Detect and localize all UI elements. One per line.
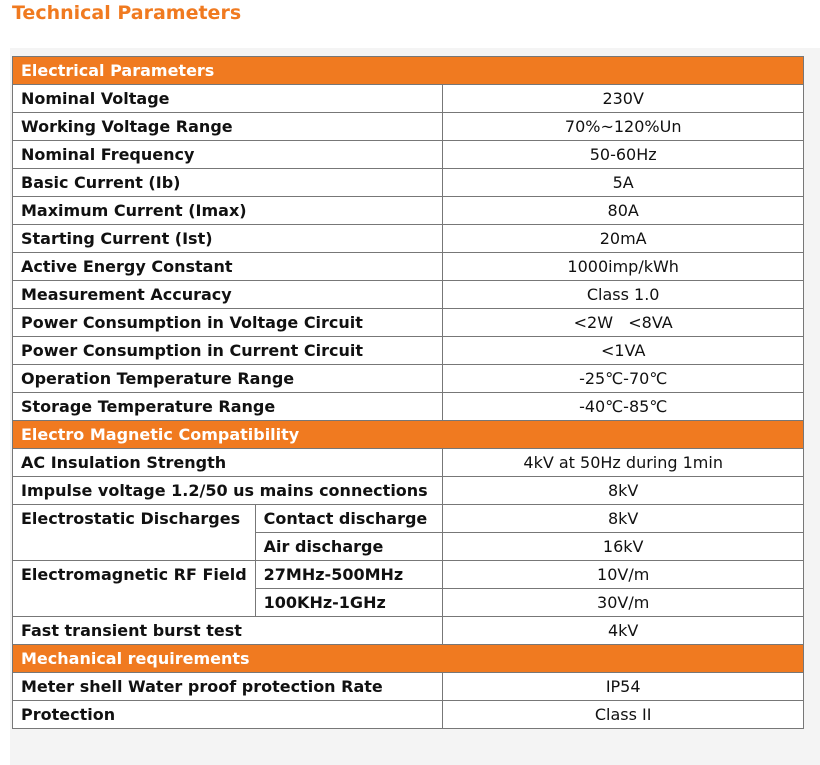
table-row: Starting Current (Ist) 20mA <box>11 224 804 253</box>
table-row: Electromagnetic RF Field 27MHz-500MHz 10V/… <box>12 560 804 617</box>
table-row: Electrical Parameters <box>12 56 804 85</box>
spec-table: Electrical Parameters Nominal Voltage 230V… <box>11 56 804 729</box>
table-row: AC Insulation Strength 4kV at 50Hz during… <box>11 448 804 477</box>
param-value: 50-60Hz <box>442 140 804 169</box>
param-label: Working Voltage Range <box>11 112 444 141</box>
param-value: Class 1.0 <box>442 280 804 309</box>
param-value: Class II <box>442 700 804 729</box>
param-value: 4kV <box>442 616 804 645</box>
section-header: Mechanical requirements <box>12 644 804 673</box>
table-row: Measurement Accuracy Class 1.0 <box>11 280 804 309</box>
param-label: Storage Temperature Range <box>11 392 444 421</box>
param-value: -25℃-70℃ <box>442 364 804 393</box>
param-value: 230V <box>442 84 804 113</box>
param-label: Starting Current (Ist) <box>11 224 444 253</box>
param-value: -40℃-85℃ <box>442 392 804 421</box>
table-row: Air discharge 16kV <box>13 532 804 561</box>
param-label: Fast transient burst test <box>11 616 444 645</box>
section-header: Electro Magnetic Compatibility <box>12 420 804 449</box>
param-value: 1000imp/kWh <box>442 252 804 281</box>
param-label: Nominal Voltage <box>11 84 444 113</box>
section-header: Electrical Parameters <box>12 56 804 85</box>
param-value: 5A <box>442 168 804 197</box>
param-value: 4kV at 50Hz during 1min <box>442 448 804 477</box>
table-row: Electrostatic Discharges Contact discharg… <box>12 504 804 561</box>
param-value: 8kV <box>442 476 804 505</box>
table-row: Maximum Current (Imax) 80A <box>11 196 804 225</box>
table-row: Storage Temperature Range -40℃-85℃ <box>11 392 804 421</box>
table-row: Working Voltage Range 70%~120%Un <box>11 112 804 141</box>
param-value: 80A <box>442 196 804 225</box>
param-label: Power Consumption in Voltage Circuit <box>11 308 444 337</box>
param-sublabel: Air discharge <box>254 532 444 561</box>
param-sublabel: Contact discharge <box>254 504 444 533</box>
param-label: Meter shell Water proof protection Rate <box>11 672 444 701</box>
page-title: Technical Parameters <box>12 2 242 24</box>
param-label: Electromagnetic RF Field <box>12 560 256 617</box>
param-value: 8kV <box>442 504 804 533</box>
param-label: Basic Current (Ib) <box>11 168 444 197</box>
table-row: Basic Current (Ib) 5A <box>11 168 804 197</box>
param-value: <1VA <box>442 336 804 365</box>
table-row: Electro Magnetic Compatibility <box>12 420 804 449</box>
param-label: AC Insulation Strength <box>11 448 444 477</box>
param-label: Protection <box>11 700 444 729</box>
param-label: Maximum Current (Imax) <box>11 196 444 225</box>
table-row: Mechanical requirements <box>12 644 804 673</box>
param-label: Operation Temperature Range <box>11 364 444 393</box>
param-label: Electrostatic Discharges <box>12 504 256 561</box>
param-value: 10V/m <box>442 560 804 589</box>
table-row: Fast transient burst test 4kV <box>11 616 804 645</box>
param-value: <2W <8VA <box>442 308 804 337</box>
param-sublabel: 27MHz-500MHz <box>254 560 444 589</box>
param-value: 20mA <box>442 224 804 253</box>
param-value: IP54 <box>442 672 804 701</box>
table-row: Power Consumption in Current Circuit <1VA <box>11 336 804 365</box>
table-row: Nominal Voltage 230V <box>11 84 804 113</box>
table-row: Operation Temperature Range -25℃-70℃ <box>11 364 804 393</box>
param-label: Power Consumption in Current Circuit <box>11 336 444 365</box>
param-label: Active Energy Constant <box>11 252 444 281</box>
table-row: Protection Class II <box>11 700 804 729</box>
table-row: Power Consumption in Voltage Circuit <2W … <box>11 308 804 337</box>
param-value: 70%~120%Un <box>442 112 804 141</box>
param-value: 16kV <box>442 532 804 561</box>
param-label: Impulse voltage 1.2/50 us mains connecti… <box>11 476 444 505</box>
param-label: Measurement Accuracy <box>11 280 444 309</box>
table-row: Meter shell Water proof protection Rate I… <box>11 672 804 701</box>
table-row: Active Energy Constant 1000imp/kWh <box>11 252 804 281</box>
table-row: Impulse voltage 1.2/50 us mains connecti… <box>11 476 804 505</box>
param-value: 30V/m <box>442 588 804 617</box>
table-row: Nominal Frequency 50-60Hz <box>11 140 804 169</box>
param-label: Nominal Frequency <box>11 140 444 169</box>
param-sublabel: 100KHz-1GHz <box>254 588 444 617</box>
